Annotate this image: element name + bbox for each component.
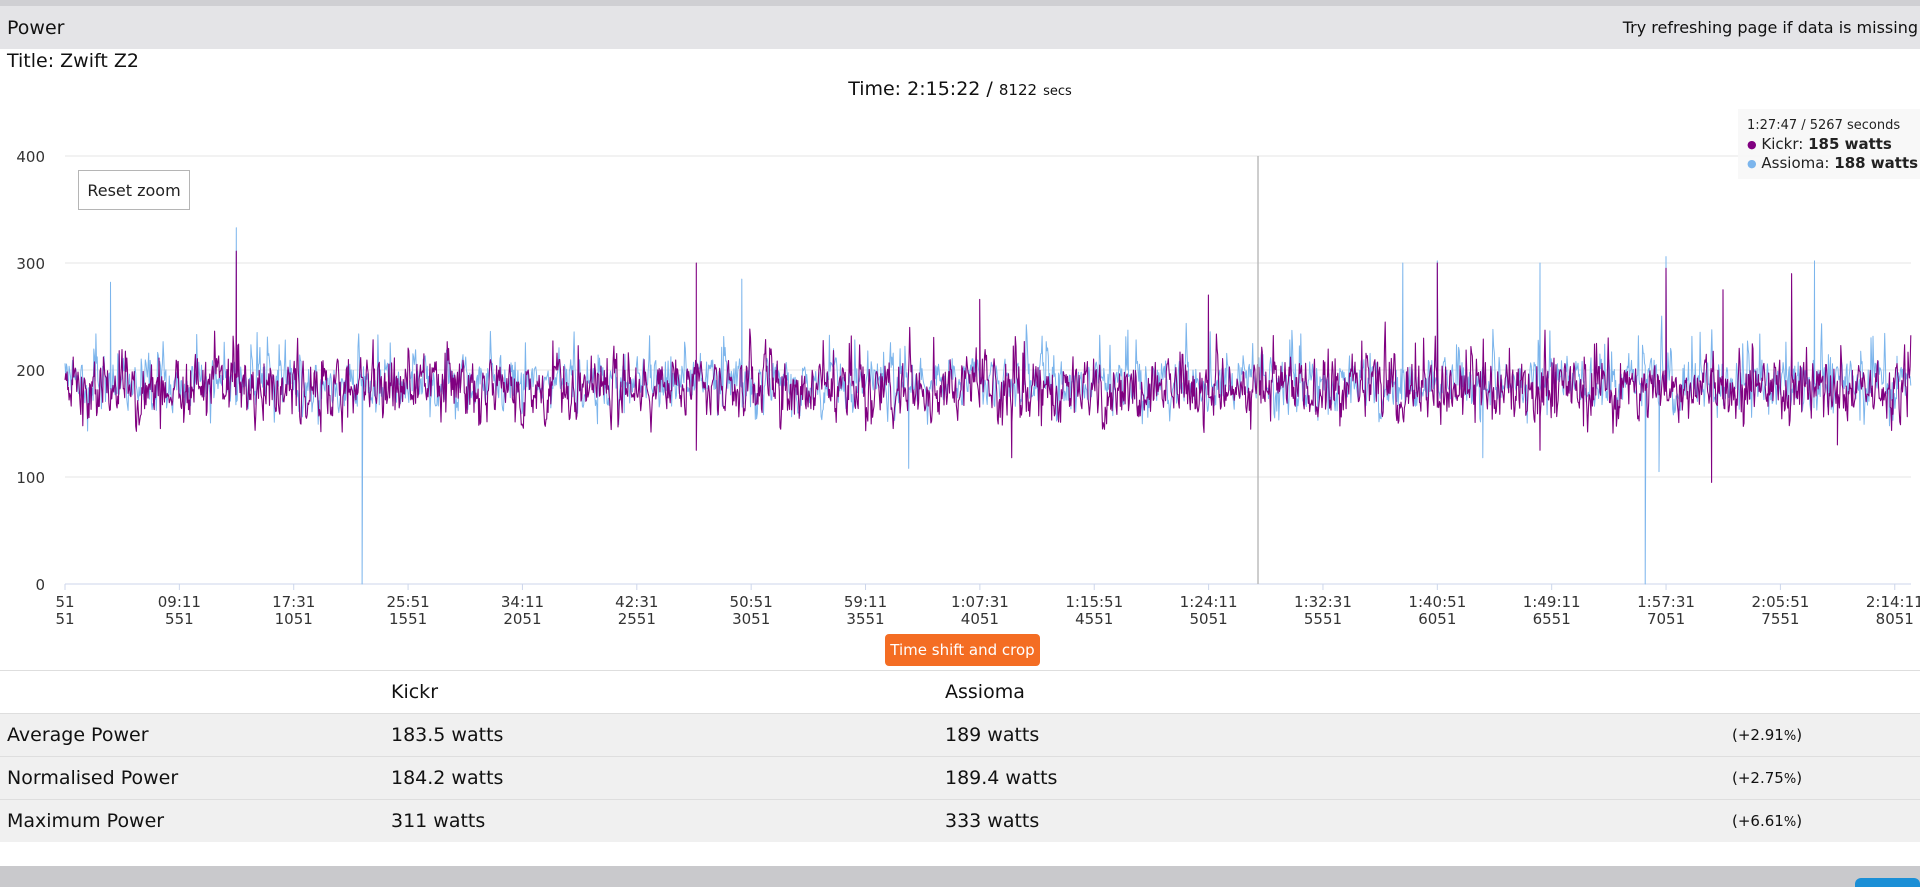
x-tick-clock-label: 17:31 <box>272 593 315 611</box>
panel-title: Power <box>7 16 65 39</box>
tooltip-assioma-value: 188 watts <box>1834 154 1919 172</box>
stat-label: Maximum Power <box>7 810 165 832</box>
x-tick-secs-label: 7051 <box>1647 610 1685 628</box>
tooltip-kickr-value: 185 watts <box>1808 135 1892 153</box>
tooltip-header: 1:27:47 / 5267 seconds <box>1747 118 1901 133</box>
x-tick-secs-label: 4051 <box>961 610 999 628</box>
stats-header-diff <box>1732 671 1920 714</box>
stat-label: Average Power <box>7 724 149 746</box>
x-tick-clock-label: 2:05:51 <box>1751 593 1809 611</box>
x-tick-clock-label: 09:11 <box>158 593 201 611</box>
panel-header: Power Try refreshing page if data is mis… <box>0 6 1920 49</box>
top-strip <box>0 0 1920 6</box>
stat-assioma-value: 333 watts <box>945 810 1040 832</box>
x-tick-clock-label: 25:51 <box>386 593 429 611</box>
x-tick-clock-label: 1:15:51 <box>1065 593 1123 611</box>
x-tick-secs-label: 551 <box>165 610 194 628</box>
stats-row-average: Average Power 183.5 watts 189 watts (+2.… <box>0 713 1920 757</box>
reset-zoom-button[interactable]: Reset zoom <box>78 170 190 210</box>
x-tick-secs-label: 1051 <box>275 610 313 628</box>
time-secs-unit: secs <box>1043 84 1072 99</box>
x-tick-secs-label: 3551 <box>846 610 884 628</box>
stat-kickr-value: 311 watts <box>391 810 486 832</box>
stats-header-blank <box>0 671 391 714</box>
x-tick-secs-label: 51 <box>55 610 74 628</box>
y-tick-label: 100 <box>16 469 45 487</box>
stats-row-normalised: Normalised Power 184.2 watts 189.4 watts… <box>0 756 1920 800</box>
power-chart[interactable]: 0100200300400515109:1155117:31105125:511… <box>0 100 1920 630</box>
x-tick-secs-label: 6551 <box>1533 610 1571 628</box>
x-tick-clock-label: 50:51 <box>730 593 773 611</box>
stat-kickr-value: 184.2 watts <box>391 767 504 789</box>
time-summary: Time: 2:15:22 / 8122 secs <box>0 78 1920 100</box>
corner-action-button[interactable] <box>1855 878 1920 887</box>
x-tick-clock-label: 42:31 <box>615 593 658 611</box>
stat-assioma-value: 189.4 watts <box>945 767 1058 789</box>
tooltip-assioma-row: ● Assioma: 188 watts <box>1747 154 1920 173</box>
stat-diff: (+6.61%) <box>1732 812 1803 830</box>
time-label: Time: 2:15:22 / <box>848 78 993 100</box>
y-tick-label: 0 <box>35 576 45 594</box>
x-tick-clock-label: 1:57:31 <box>1637 593 1695 611</box>
x-tick-secs-label: 8051 <box>1876 610 1914 628</box>
stat-kickr-value: 183.5 watts <box>391 724 504 746</box>
x-tick-clock-label: 34:11 <box>501 593 544 611</box>
x-tick-clock-label: 59:11 <box>844 593 887 611</box>
stat-diff: (+2.91%) <box>1732 726 1803 744</box>
x-tick-clock-label: 51 <box>55 593 74 611</box>
chart-tooltip: 1:27:47 / 5267 seconds ● Kickr: 185 watt… <box>1738 109 1920 179</box>
y-tick-label: 300 <box>16 255 45 273</box>
bottom-panel-bar <box>0 866 1920 887</box>
x-tick-clock-label: 2:14:11 <box>1866 593 1920 611</box>
x-tick-clock-label: 1:07:31 <box>951 593 1009 611</box>
stat-diff: (+2.75%) <box>1732 769 1803 787</box>
series-line-assioma <box>64 227 1912 585</box>
x-tick-secs-label: 1551 <box>389 610 427 628</box>
stats-header-assioma: Assioma <box>945 681 1025 703</box>
x-tick-secs-label: 2051 <box>503 610 541 628</box>
x-tick-secs-label: 5051 <box>1190 610 1228 628</box>
x-tick-secs-label: 6051 <box>1418 610 1456 628</box>
activity-title: Title: Zwift Z2 <box>7 50 139 72</box>
time-shift-crop-button[interactable]: Time shift and crop <box>885 634 1040 666</box>
tooltip-kickr-label: Kickr: <box>1761 135 1804 153</box>
x-tick-secs-label: 4551 <box>1075 610 1113 628</box>
series-line-kickr <box>64 250 1912 483</box>
x-tick-secs-label: 5551 <box>1304 610 1342 628</box>
stat-assioma-value: 189 watts <box>945 724 1040 746</box>
stats-header-kickr: Kickr <box>391 681 438 703</box>
x-tick-secs-label: 3051 <box>732 610 770 628</box>
time-secs: 8122 <box>998 81 1038 99</box>
y-tick-label: 400 <box>16 148 45 166</box>
power-stats-table: Kickr Assioma Average Power 183.5 watts … <box>0 670 1920 842</box>
stat-label: Normalised Power <box>7 767 179 789</box>
x-tick-clock-label: 1:49:11 <box>1523 593 1581 611</box>
assioma-marker-icon: ● <box>1747 157 1757 170</box>
x-tick-clock-label: 1:40:51 <box>1408 593 1466 611</box>
x-tick-secs-label: 2551 <box>618 610 656 628</box>
stats-row-maximum: Maximum Power 311 watts 333 watts (+6.61… <box>0 799 1920 842</box>
stats-header-row: Kickr Assioma <box>0 670 1920 714</box>
tooltip-assioma-label: Assioma: <box>1761 154 1830 172</box>
x-tick-clock-label: 1:24:11 <box>1180 593 1238 611</box>
x-tick-secs-label: 7551 <box>1761 610 1799 628</box>
y-tick-label: 200 <box>16 362 45 380</box>
tooltip-kickr-row: ● Kickr: 185 watts <box>1747 135 1920 154</box>
kickr-marker-icon: ● <box>1747 138 1757 151</box>
x-tick-clock-label: 1:32:31 <box>1294 593 1352 611</box>
refresh-note: Try refreshing page if data is missing <box>1622 18 1918 37</box>
